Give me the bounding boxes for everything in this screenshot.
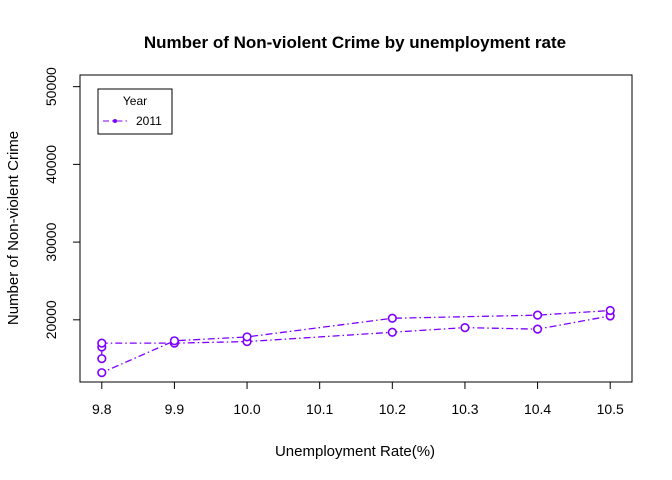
data-point-2011-9	[605, 305, 615, 316]
x-axis: 9.8 9.9 10.0 10.1 10.2 10.3 10.4 10.5	[92, 382, 624, 417]
legend-label-2011: 2011	[136, 114, 162, 128]
data-point-2011-12	[242, 332, 252, 342]
x-axis-title: Unemployment Rate(%)	[275, 443, 435, 460]
chart-title: Number of Non-violent Crime by unemploym…	[144, 33, 566, 52]
data-point-2011-11	[387, 313, 397, 323]
legend: Year 2011	[97, 88, 173, 135]
y-tick-label-3: 50000	[43, 67, 59, 106]
x-tick-label-3: 10.1	[306, 401, 333, 417]
y-axis: 20000 30000 40000 50000	[43, 67, 80, 339]
x-tick-label-2: 10.0	[233, 401, 260, 417]
data-point-2011-14	[97, 368, 107, 378]
legend-box	[97, 88, 173, 135]
x-tick-label-6: 10.4	[524, 401, 551, 417]
y-tick-label-0: 20000	[43, 300, 59, 339]
series-layer	[97, 305, 615, 378]
x-tick-label-1: 9.9	[165, 401, 185, 417]
y-tick-label-1: 30000	[43, 222, 59, 261]
legend-marker-2011	[113, 119, 117, 123]
data-point-2011-10	[532, 310, 543, 320]
data-point-2011-6	[460, 322, 470, 333]
x-tick-label-7: 10.5	[597, 401, 624, 417]
data-point-2011-2	[97, 338, 107, 348]
data-point-2011-7	[532, 324, 543, 334]
plot-frame	[79, 74, 633, 383]
data-point-2011-0	[97, 354, 107, 364]
y-axis-title: Number of Non-violent Crime	[5, 131, 22, 325]
x-tick-label-4: 10.2	[379, 401, 406, 417]
legend-title: Year	[123, 94, 147, 108]
x-tick-label-5: 10.3	[451, 401, 478, 417]
x-tick-label-0: 9.8	[92, 401, 112, 417]
data-point-2011-13	[169, 336, 180, 346]
data-point-2011-5	[387, 327, 397, 337]
y-tick-label-2: 40000	[43, 145, 59, 184]
